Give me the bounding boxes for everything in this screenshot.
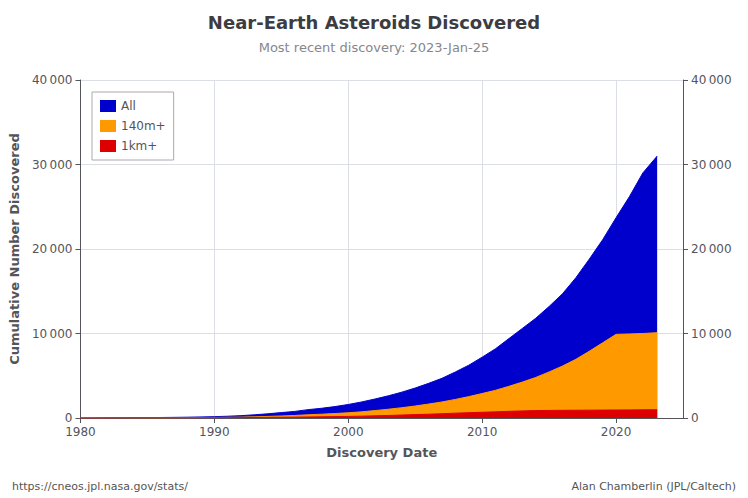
svg-text:https://cneos.jpl.nasa.gov/sta: https://cneos.jpl.nasa.gov/stats/ — [12, 480, 188, 493]
svg-text:2020: 2020 — [601, 425, 632, 439]
svg-text:1km+: 1km+ — [121, 139, 157, 153]
svg-text:40 000: 40 000 — [691, 73, 732, 87]
svg-text:10 000: 10 000 — [691, 327, 732, 341]
svg-text:20 000: 20 000 — [32, 242, 73, 256]
svg-text:1980: 1980 — [65, 425, 96, 439]
svg-text:2010: 2010 — [467, 425, 498, 439]
svg-text:Discovery Date: Discovery Date — [326, 445, 437, 460]
svg-text:1990: 1990 — [199, 425, 230, 439]
svg-text:0: 0 — [65, 411, 73, 425]
svg-text:140m+: 140m+ — [121, 119, 166, 133]
svg-text:30 000: 30 000 — [691, 158, 732, 172]
svg-text:20 000: 20 000 — [691, 242, 732, 256]
svg-text:All: All — [121, 99, 136, 113]
svg-text:Near-Earth Asteroids Discovere: Near-Earth Asteroids Discovered — [208, 12, 540, 33]
svg-text:0: 0 — [691, 411, 699, 425]
svg-text:2000: 2000 — [333, 425, 364, 439]
svg-text:30 000: 30 000 — [32, 158, 73, 172]
svg-text:40 000: 40 000 — [32, 73, 73, 87]
svg-text:10 000: 10 000 — [32, 327, 73, 341]
svg-text:Alan Chamberlin (JPL/Caltech): Alan Chamberlin (JPL/Caltech) — [571, 480, 736, 493]
svg-text:Most recent discovery: 2023-Ja: Most recent discovery: 2023-Jan-25 — [259, 40, 490, 55]
svg-text:Cumulative Number Discovered: Cumulative Number Discovered — [7, 133, 22, 365]
